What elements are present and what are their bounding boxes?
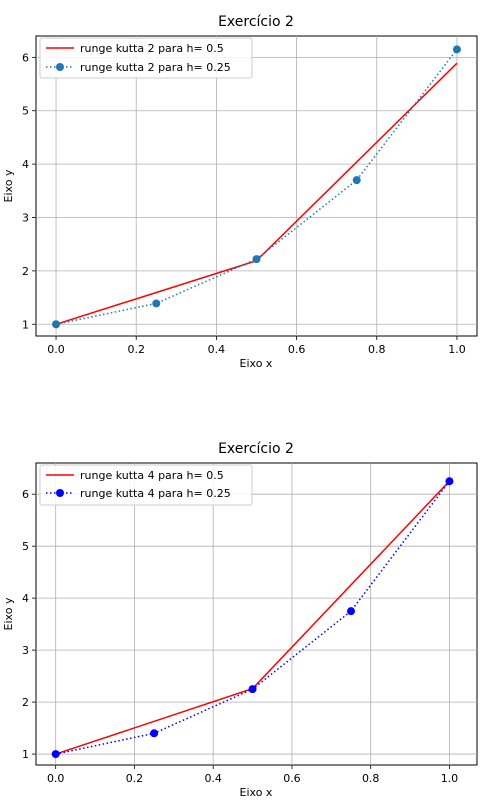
y-tick-label: 6 [22, 51, 29, 64]
x-tick-label: 1.0 [448, 343, 466, 356]
chart-runge-kutta-2: 0.0 0.2 0.4 0.6 0.8 1.0 1 2 3 4 5 6 Exercício 2 Eix… [0, 0, 497, 380]
series-2-point [150, 729, 159, 738]
chart-runge-kutta-4: 0.0 0.2 0.4 0.6 0.8 1.0 1 2 3 4 5 6 Exercício 2 Eix… [0, 430, 497, 810]
y-tick-label: 1 [22, 318, 29, 331]
series-2-point [51, 750, 60, 759]
y-tick-label: 3 [22, 644, 29, 657]
series-2-point [352, 176, 361, 185]
x-tick-label: 0.2 [127, 343, 145, 356]
y-axis-label: Eixo y [2, 169, 15, 202]
x-tick-label: 0.0 [47, 343, 65, 356]
x-tick-label: 0.4 [208, 343, 226, 356]
x-tick-label: 0.6 [283, 772, 301, 785]
series-2-point [152, 299, 161, 308]
y-axis-label: Eixo y [2, 597, 15, 630]
plot-area [35, 462, 478, 766]
series-2-point [252, 255, 261, 264]
x-tick-label: 0.4 [204, 772, 222, 785]
chart-svg: 0.0 0.2 0.4 0.6 0.8 1.0 1 2 3 4 5 6 Exercício 2 Eix… [2, 14, 478, 370]
legend-label-series-2: runge kutta 4 para h= 0.25 [80, 487, 231, 500]
legend-label-series-1: runge kutta 2 para h= 0.5 [80, 42, 224, 55]
x-tick-label: 0.0 [47, 772, 65, 785]
y-tick-label: 2 [22, 696, 29, 709]
y-tick-label: 2 [22, 265, 29, 278]
x-axis-label: Eixo x [240, 786, 273, 799]
plot-area [35, 35, 478, 337]
x-tick-label: 0.8 [362, 772, 380, 785]
legend-box [39, 37, 253, 79]
legend: runge kutta 4 para h= 0.5 runge kutta 4 … [39, 464, 253, 506]
series-2-point [52, 320, 61, 329]
legend-marker-series-2 [56, 489, 64, 497]
x-tick-label: 0.2 [126, 772, 144, 785]
y-tick-label: 1 [22, 748, 29, 761]
y-tick-label: 5 [22, 105, 29, 118]
x-axis-label: Eixo x [240, 357, 273, 370]
y-tick-label: 5 [22, 540, 29, 553]
legend-label-series-1: runge kutta 4 para h= 0.5 [80, 469, 224, 482]
y-tick-label: 6 [22, 488, 29, 501]
y-tick-label: 4 [22, 158, 29, 171]
legend-marker-series-2 [56, 63, 64, 71]
legend-label-series-2: runge kutta 2 para h= 0.25 [80, 61, 231, 74]
x-tick-label: 0.8 [368, 343, 386, 356]
chart-title: Exercício 2 [218, 14, 294, 30]
y-tick-label: 4 [22, 592, 29, 605]
y-tick-label: 3 [22, 211, 29, 224]
series-2-point [347, 607, 355, 616]
series-2-point [445, 477, 454, 486]
x-tick-label: 1.0 [441, 772, 459, 785]
series-2-point [248, 685, 257, 694]
legend-box [39, 464, 253, 506]
chart-title: Exercício 2 [218, 441, 294, 457]
legend: runge kutta 2 para h= 0.5 runge kutta 2 … [39, 37, 253, 79]
chart-svg: 0.0 0.2 0.4 0.6 0.8 1.0 1 2 3 4 5 6 Exercício 2 Eix… [2, 441, 478, 799]
x-tick-label: 0.6 [288, 343, 306, 356]
series-2-point [452, 45, 461, 54]
